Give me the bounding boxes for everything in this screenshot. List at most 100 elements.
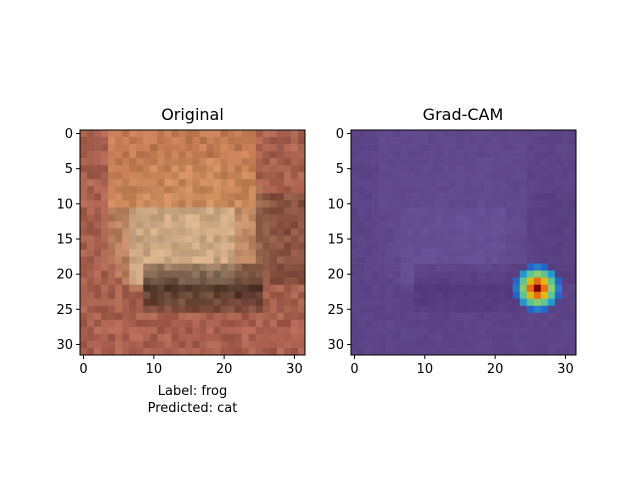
original-pixel [185, 151, 193, 159]
original-pixel [213, 193, 221, 201]
gradcam-pixel [456, 277, 464, 285]
gradcam-pixel [498, 291, 506, 300]
gradcam-pixel [533, 158, 542, 166]
original-pixel [206, 242, 214, 250]
original-pixel [276, 284, 285, 293]
original-pixel [178, 172, 186, 180]
original-pixel [262, 347, 271, 356]
gradcam-pixel [547, 340, 556, 349]
original-pixel [108, 228, 116, 236]
gradcam-pixel [386, 200, 394, 208]
gradcam-pixel [554, 235, 563, 243]
original-pixel [87, 277, 95, 285]
gradcam-pixel [561, 235, 570, 243]
original-pixel [185, 172, 193, 180]
original-pixel [248, 235, 257, 243]
gradcam-pixel [365, 340, 373, 349]
gradcam-pixel [498, 326, 506, 335]
gradcam-pixel [554, 172, 563, 180]
gradcam-pixel [533, 151, 542, 159]
gradcam-pixel [561, 228, 570, 236]
gradcam-pixel [540, 284, 549, 293]
original-pixel [171, 165, 179, 173]
gradcam-pixel [393, 263, 401, 271]
gradcam-pixel [372, 333, 380, 342]
original-pixel [269, 186, 278, 194]
original-pixel [136, 242, 144, 250]
gradcam-pixel [491, 326, 499, 335]
original-pixel [213, 263, 221, 271]
original-pixel [129, 235, 137, 243]
gradcam-pixel [372, 130, 380, 138]
gradcam-pixel [372, 144, 380, 152]
original-pixel [157, 333, 165, 342]
gradcam-pixel [435, 165, 443, 173]
original-pixel [129, 312, 137, 321]
gradcam-pixel [365, 305, 373, 314]
original-pixel [220, 137, 228, 145]
original-pixel [80, 172, 88, 180]
gradcam-pixel [386, 179, 394, 187]
original-pixel [241, 333, 250, 342]
gradcam-pixel [470, 151, 478, 159]
original-pixel [150, 165, 158, 173]
original-pixel [220, 242, 228, 250]
gradcam-pixel [491, 214, 499, 222]
gradcam-pixel [435, 298, 443, 307]
original-pixel [213, 298, 221, 307]
original-pixel [108, 235, 116, 243]
original-pixel [129, 270, 137, 278]
gradcam-pixel [393, 291, 401, 300]
original-pixel [283, 235, 292, 243]
gradcam-pixel [456, 256, 464, 264]
gradcam-pixel [463, 319, 471, 328]
gradcam-pixel [358, 235, 366, 243]
original-pixel [269, 256, 278, 264]
original-pixel [276, 228, 285, 236]
original-pixel [157, 347, 165, 356]
x-tick-label: 20 [487, 362, 504, 377]
gradcam-pixel [547, 326, 556, 335]
gradcam-pixel [568, 249, 577, 257]
gradcam-pixel [498, 305, 506, 314]
original-pixel [297, 284, 306, 293]
gradcam-pixel [351, 312, 359, 321]
gradcam-pixel [435, 312, 443, 321]
gradcam-pixel [533, 298, 542, 307]
original-pixel [248, 165, 257, 173]
gradcam-pixel [393, 221, 401, 229]
gradcam-pixel [547, 144, 556, 152]
original-pixel [108, 214, 116, 222]
gradcam-pixel [351, 144, 359, 152]
original-pixel [283, 228, 292, 236]
gradcam-pixel [526, 151, 535, 159]
gradcam-pixel [414, 312, 422, 321]
original-pixel [80, 179, 88, 187]
original-pixel [94, 172, 102, 180]
gradcam-pixel [449, 291, 457, 300]
original-pixel [143, 347, 151, 356]
original-pixel [122, 144, 130, 152]
gradcam-pixel [547, 221, 556, 229]
original-pixel [80, 312, 88, 321]
gradcam-pixel [407, 263, 415, 271]
original-pixel [297, 228, 306, 236]
gradcam-pixel [442, 277, 450, 285]
original-pixel [262, 242, 271, 250]
gradcam-pixel [372, 249, 380, 257]
original-pixel [101, 319, 109, 328]
gradcam-pixel [449, 312, 457, 321]
gradcam-pixel [428, 256, 436, 264]
original-pixel [269, 130, 278, 138]
original-pixel [220, 179, 228, 187]
gradcam-pixel [470, 312, 478, 321]
original-pixel [136, 333, 144, 342]
gradcam-pixel [386, 340, 394, 349]
gradcam-pixel [484, 333, 492, 342]
original-pixel [178, 326, 186, 335]
original-pixel [290, 207, 299, 215]
original-pixel [150, 172, 158, 180]
original-pixel [80, 165, 88, 173]
original-pixel [283, 221, 292, 229]
